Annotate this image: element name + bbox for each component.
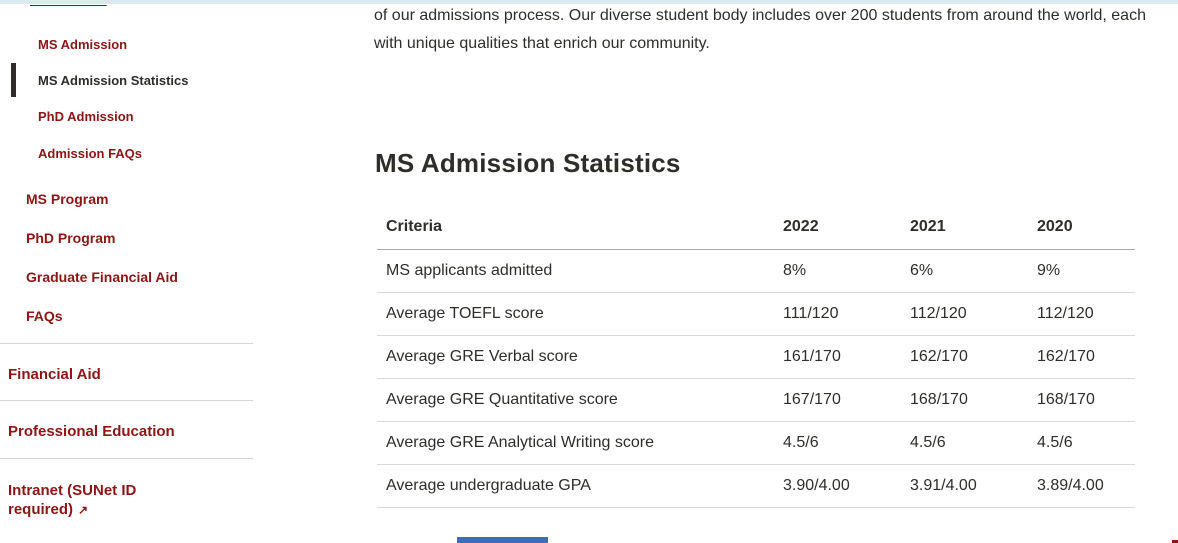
criteria-cell: Average undergraduate GPA (377, 464, 783, 508)
value-cell: 4.5/6 (910, 421, 1037, 465)
value-cell: 4.5/6 (783, 421, 910, 465)
page-title: MS Admission Statistics (375, 148, 681, 178)
sidebar-item-professional-education[interactable]: Professional Education (8, 423, 175, 440)
value-cell: 3.91/4.00 (910, 464, 1037, 508)
sidebar-item-faqs[interactable]: FAQs (26, 308, 63, 324)
sidebar-item-financial-aid[interactable]: Financial Aid (8, 366, 101, 383)
criteria-cell: MS applicants admitted (377, 249, 783, 293)
value-cell: 8% (783, 249, 910, 293)
table-row: Average GRE Quantitative score 167/170 1… (377, 378, 1135, 422)
table-row: Average GRE Analytical Writing score 4.5… (377, 421, 1135, 465)
sidebar-item-graduate-financial-aid[interactable]: Graduate Financial Aid (26, 269, 178, 285)
value-cell: 6% (910, 249, 1037, 293)
table-row: Average GRE Verbal score 161/170 162/170… (377, 335, 1135, 379)
value-cell: 162/170 (910, 335, 1037, 379)
cutoff-element-fragment-blue (457, 537, 548, 543)
intro-paragraph: of our admissions process. Our diverse s… (374, 7, 1146, 52)
external-link-icon: ↗ (78, 503, 89, 517)
table-row: MS applicants admitted 8% 6% 9% (377, 249, 1135, 293)
value-cell: 112/120 (1037, 292, 1135, 336)
value-cell: 162/170 (1037, 335, 1135, 379)
column-header-2020: 2020 (1037, 206, 1135, 250)
value-cell: 4.5/6 (1037, 421, 1135, 465)
sidebar-item-ms-program[interactable]: MS Program (26, 191, 109, 207)
active-item-indicator-bar (11, 63, 16, 97)
column-header-2021: 2021 (910, 206, 1037, 250)
sidebar-item-admission-faqs[interactable]: Admission FAQs (38, 146, 143, 161)
sidebar-divider (0, 458, 253, 459)
criteria-cell: Average GRE Quantitative score (377, 378, 783, 422)
value-cell: 9% (1037, 249, 1135, 293)
sidebar: Admission MS Admission MS Admission Stat… (0, 0, 253, 543)
criteria-cell: Average GRE Verbal score (377, 335, 783, 379)
sidebar-item-intranet[interactable]: Intranet (SUNet ID required) ↗ (8, 481, 168, 520)
sidebar-divider (0, 400, 253, 401)
value-cell: 112/120 (910, 292, 1037, 336)
criteria-cell: Average TOEFL score (377, 292, 783, 336)
sidebar-item-ms-admission[interactable]: MS Admission (38, 37, 128, 52)
sidebar-item-intranet-label: Intranet (SUNet ID required) (8, 482, 137, 518)
cutoff-element-fragment-red (1172, 540, 1178, 543)
sidebar-item-phd-admission[interactable]: PhD Admission (38, 109, 134, 124)
table-row: Average TOEFL score 111/120 112/120 112/… (377, 292, 1135, 336)
value-cell: 168/170 (1037, 378, 1135, 422)
admission-statistics-table: Criteria 2022 2021 2020 MS applicants ad… (377, 206, 1135, 508)
value-cell: 3.90/4.00 (783, 464, 910, 508)
value-cell: 167/170 (783, 378, 910, 422)
sidebar-item-ms-admission-statistics[interactable]: MS Admission Statistics (38, 73, 189, 88)
table-header-row: Criteria 2022 2021 2020 (377, 206, 1135, 250)
column-header-2022: 2022 (783, 206, 910, 250)
criteria-cell: Average GRE Analytical Writing score (377, 421, 783, 465)
value-cell: 111/120 (783, 292, 910, 336)
sidebar-item-phd-program[interactable]: PhD Program (26, 230, 116, 246)
sidebar-item-admission[interactable]: Admission (30, 0, 107, 8)
value-cell: 161/170 (783, 335, 910, 379)
table-row: Average undergraduate GPA 3.90/4.00 3.91… (377, 464, 1135, 508)
sidebar-divider (0, 343, 253, 344)
value-cell: 168/170 (910, 378, 1037, 422)
value-cell: 3.89/4.00 (1037, 464, 1135, 508)
banner-bottom-strip (0, 0, 1178, 4)
column-header-criteria: Criteria (377, 206, 783, 250)
